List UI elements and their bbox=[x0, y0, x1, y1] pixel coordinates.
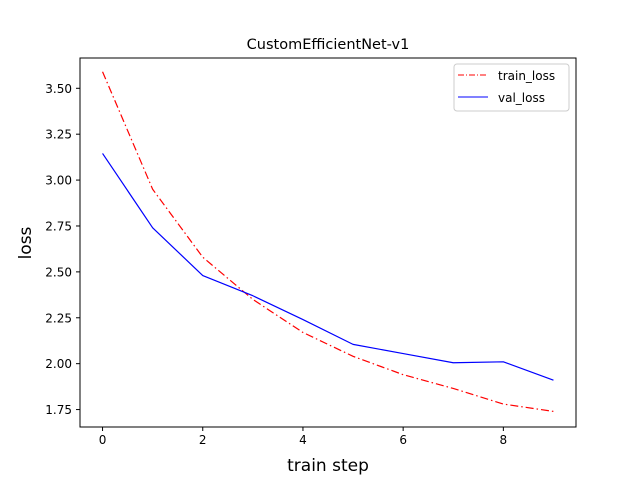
y-tick-label: 3.25 bbox=[45, 128, 72, 142]
legend-val-loss-label: val_loss bbox=[498, 91, 545, 105]
chart-title: CustomEfficientNet-v1 bbox=[247, 37, 410, 53]
y-axis-label: loss bbox=[16, 226, 36, 259]
x-axis-label: train step bbox=[287, 456, 369, 476]
x-tick-label: 8 bbox=[500, 433, 508, 447]
legend-train-loss-label: train_loss bbox=[498, 69, 555, 83]
y-tick-label: 2.25 bbox=[45, 311, 72, 325]
legend-box bbox=[453, 63, 570, 112]
y-tick-label: 2.75 bbox=[45, 219, 72, 233]
legend: train_loss val_loss bbox=[453, 63, 570, 112]
plot-lines bbox=[101, 71, 554, 412]
x-tick-label: 4 bbox=[299, 433, 307, 447]
y-tick-label: 1.75 bbox=[45, 403, 72, 417]
y-tick-label: 2.50 bbox=[45, 265, 72, 279]
y-tick-label: 3.00 bbox=[45, 174, 72, 188]
x-tick-label: 2 bbox=[199, 433, 207, 447]
y-axis-ticks: 1.75 2.00 2.25 2.50 2.75 3.00 3.25 3.50 bbox=[45, 82, 80, 417]
y-tick-label: 3.50 bbox=[45, 82, 72, 96]
x-tick-label: 0 bbox=[99, 433, 107, 447]
x-tick-label: 6 bbox=[399, 433, 407, 447]
series-line-val-loss bbox=[102, 153, 554, 381]
x-axis-ticks: 0 2 4 6 8 bbox=[99, 427, 507, 447]
y-tick-label: 2.00 bbox=[45, 357, 72, 371]
plot-frame bbox=[79, 57, 577, 428]
